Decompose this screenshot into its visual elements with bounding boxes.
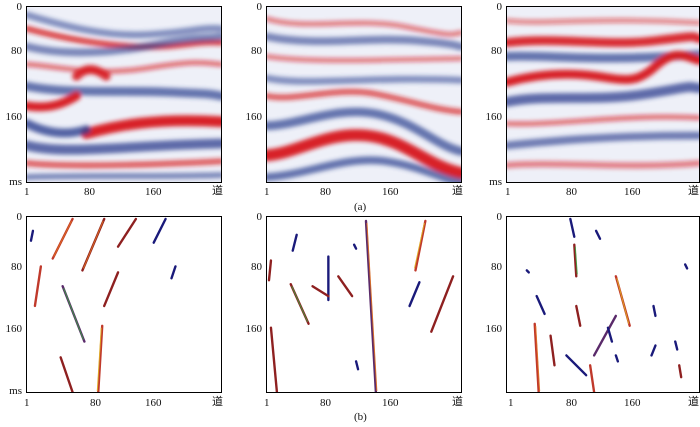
y-tick-160: 160 [245, 323, 263, 335]
x-tick-1: 1 [264, 397, 270, 409]
x-tick-1: 1 [24, 397, 30, 409]
x-tick-1: 1 [505, 186, 511, 198]
x-tick-1: 1 [264, 186, 270, 198]
y-tick-0: 0 [256, 211, 263, 223]
fault-detection-b3 [506, 216, 700, 393]
y-unit-ms: ms [9, 385, 22, 397]
seismic-section-a2 [266, 6, 462, 183]
y-tick-0: 0 [16, 1, 23, 13]
x-axis-trace-label: 道 [452, 185, 463, 197]
y-tick-80: 80 [491, 261, 502, 273]
y-tick-160: 160 [245, 111, 263, 123]
x-tick-80: 80 [90, 397, 101, 409]
x-tick-160: 160 [624, 397, 641, 409]
x-tick-160: 160 [382, 397, 399, 409]
caption-a: (a) [354, 201, 367, 213]
x-tick-160: 160 [145, 186, 162, 198]
x-tick-80: 80 [320, 186, 331, 198]
seismic-section-a1 [26, 6, 222, 183]
x-axis-trace-label: 道 [688, 185, 699, 197]
y-tick-80: 80 [491, 45, 502, 57]
x-axis-trace-label: 道 [212, 396, 223, 408]
x-tick-80: 80 [566, 397, 577, 409]
y-tick-0: 0 [496, 1, 503, 13]
x-tick-80: 80 [566, 186, 577, 198]
y-tick-80: 80 [251, 261, 262, 273]
x-axis-trace-label: 道 [452, 396, 463, 408]
y-tick-0: 0 [16, 211, 23, 223]
y-tick-0: 0 [256, 1, 263, 13]
x-axis-trace-label: 道 [688, 396, 699, 408]
y-tick-80: 80 [11, 45, 22, 57]
y-tick-0: 0 [496, 211, 503, 223]
x-tick-160: 160 [145, 397, 162, 409]
y-tick-80: 80 [11, 261, 22, 273]
x-tick-80: 80 [84, 186, 95, 198]
seismic-section-a3 [506, 6, 700, 183]
x-axis-trace-label: 道 [212, 185, 223, 197]
caption-b: (b) [354, 411, 367, 423]
y-unit-ms: ms [9, 176, 22, 188]
fault-detection-b2 [266, 216, 462, 393]
y-tick-160: 160 [5, 111, 23, 123]
y-unit-ms: ms [489, 176, 502, 188]
x-tick-160: 160 [624, 186, 641, 198]
x-tick-80: 80 [320, 397, 331, 409]
y-tick-80: 80 [251, 45, 262, 57]
x-tick-1: 1 [508, 397, 514, 409]
y-tick-160: 160 [485, 323, 503, 335]
x-tick-160: 160 [382, 186, 399, 198]
x-tick-1: 1 [24, 186, 30, 198]
fault-detection-b1 [26, 216, 222, 393]
y-tick-160: 160 [5, 323, 23, 335]
y-tick-160: 160 [485, 111, 503, 123]
